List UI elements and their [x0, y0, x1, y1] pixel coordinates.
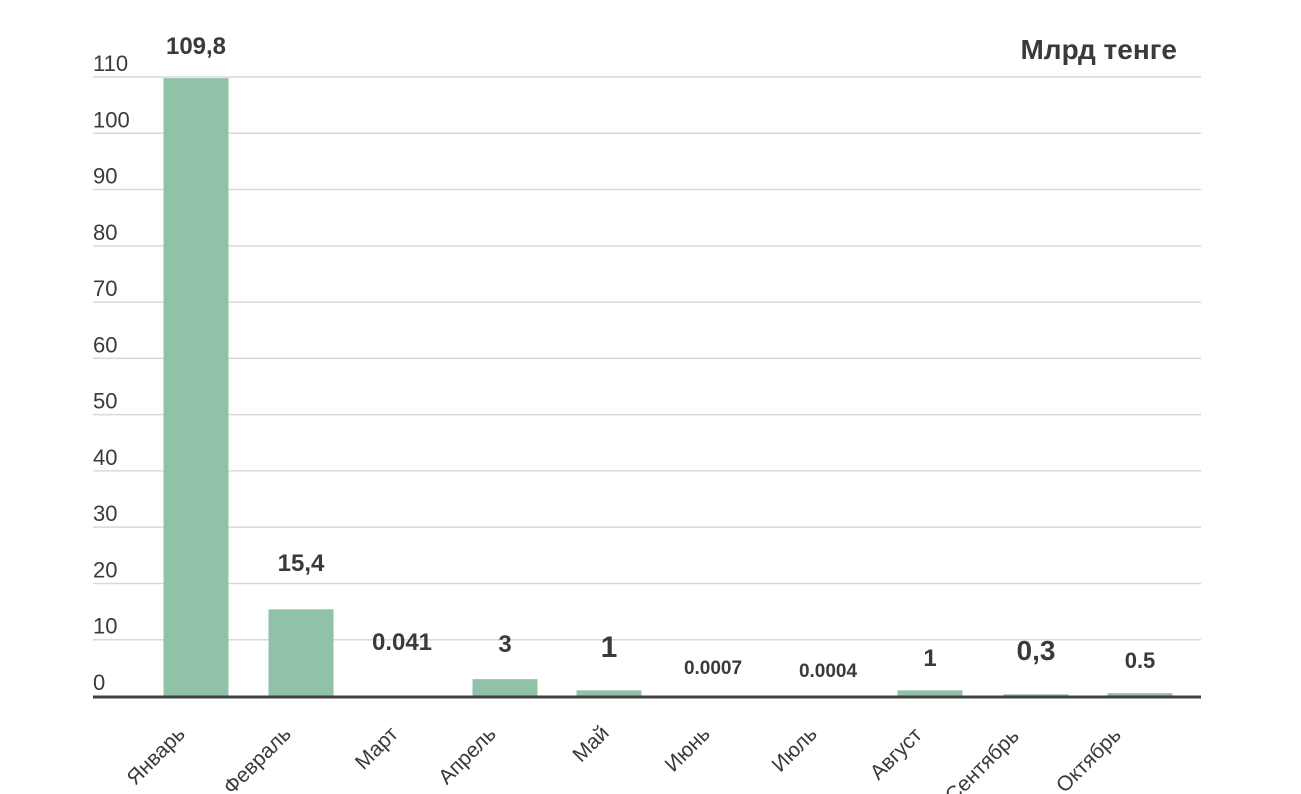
x-category-label: Май — [568, 721, 613, 766]
x-category-label: Август — [866, 723, 927, 784]
x-category-label: Сентябрь — [941, 724, 1024, 794]
data-label: 15,4 — [278, 550, 325, 577]
y-tick-label: 90 — [93, 164, 117, 189]
x-category-label: Февраль — [219, 722, 296, 794]
y-tick-label: 80 — [93, 220, 117, 245]
data-label: 0.5 — [1125, 648, 1156, 673]
bar-5 — [576, 690, 642, 696]
category-labels: Январь Февраль Март Апрель Май Июнь Июль Август… — [123, 721, 1126, 794]
y-tick-label: 10 — [93, 614, 117, 639]
x-category-label: Октябрь — [1052, 723, 1126, 794]
bar-1 — [163, 78, 229, 696]
y-tick-label: 50 — [93, 389, 117, 414]
y-axis-ticks: 0 10 20 30 40 50 60 70 80 90 100 110 — [93, 51, 130, 695]
y-tick-label: 60 — [93, 332, 117, 357]
gridlines — [93, 76, 1201, 641]
data-label: 0.0004 — [799, 661, 858, 682]
data-label: 0.041 — [372, 629, 432, 656]
data-label: 1 — [923, 645, 936, 672]
data-labels: 109,8 15,4 0.041 3 1 0.0007 0.0004 1 0,3 0.5 — [166, 33, 1155, 682]
bars — [163, 78, 1173, 696]
x-category-label: Апрель — [434, 722, 501, 789]
data-label: 3 — [498, 631, 511, 658]
y-tick-label: 40 — [93, 445, 117, 470]
bar-10 — [1107, 693, 1173, 696]
bar-8 — [897, 690, 963, 696]
data-label: 109,8 — [166, 33, 226, 60]
data-label: 0.0007 — [684, 658, 742, 679]
x-category-label: Январь — [123, 722, 190, 789]
y-tick-label: 20 — [93, 557, 117, 582]
bar-4 — [472, 679, 538, 696]
x-category-label: Июль — [768, 722, 822, 776]
data-label: 0,3 — [1017, 635, 1056, 666]
x-category-label: Март — [351, 722, 403, 774]
bar-9 — [1003, 694, 1069, 696]
y-tick-label: 70 — [93, 276, 117, 301]
y-tick-label: 110 — [93, 51, 128, 76]
unit-label: Млрд тенге — [1020, 34, 1177, 65]
x-category-label: Июнь — [661, 722, 715, 776]
y-tick-label: 30 — [93, 501, 117, 526]
y-tick-label: 100 — [93, 107, 130, 132]
bar-2 — [268, 609, 334, 696]
data-label: 1 — [601, 631, 618, 664]
y-tick-label: 0 — [93, 670, 105, 695]
